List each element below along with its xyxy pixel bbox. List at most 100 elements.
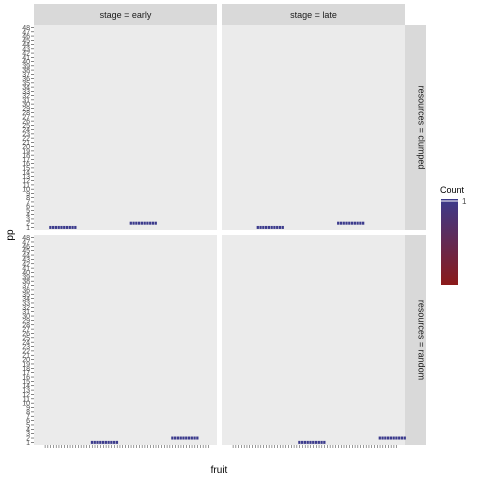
- heat-cell: [196, 436, 199, 440]
- y-tick-label: 47: [22, 239, 30, 246]
- y-tick-label: 17: [22, 370, 30, 377]
- y-tick-label: 3: [26, 431, 30, 438]
- y-tick-label: 38: [22, 68, 30, 75]
- heat-cell: [386, 436, 390, 440]
- y-tick-label: 35: [22, 292, 30, 299]
- heat-cell: [135, 221, 138, 225]
- heat-cell: [187, 436, 191, 440]
- y-tick-label: 12: [22, 178, 30, 185]
- heat-cell: [185, 436, 188, 440]
- y-tick-label: 35: [22, 80, 30, 87]
- y-tick-label: 46: [22, 34, 30, 41]
- heat-cell: [301, 440, 304, 444]
- heat-cell: [140, 221, 144, 225]
- y-tick-label: 18: [22, 366, 30, 373]
- y-tick-label: 14: [22, 383, 30, 390]
- heat-cell: [356, 221, 359, 225]
- y-tick-label: 2: [26, 436, 30, 443]
- y-tick-label: 36: [22, 76, 30, 83]
- y-tick-label: 45: [22, 38, 30, 45]
- y-axis-title: pp: [5, 229, 16, 241]
- y-tick-label: 24: [22, 127, 30, 134]
- heat-cell: [337, 221, 340, 225]
- y-tick-label: 7: [26, 414, 30, 421]
- y-tick-label: 9: [26, 191, 30, 198]
- y-tick-label: 41: [22, 266, 30, 273]
- y-tick-label: 42: [22, 261, 30, 268]
- y-tick-label: 17: [22, 157, 30, 164]
- y-tick-label: 8: [26, 195, 30, 202]
- y-tick-label: 39: [22, 63, 30, 70]
- heat-cell: [71, 225, 74, 229]
- heat-cell: [389, 436, 393, 440]
- heat-cell: [256, 225, 259, 229]
- y-tick-label: 19: [22, 361, 30, 368]
- y-tick-label: 46: [22, 244, 30, 251]
- heat-cell: [381, 436, 384, 440]
- y-tick-label: 38: [22, 279, 30, 286]
- heat-cell: [174, 436, 177, 440]
- heat-cell: [96, 440, 99, 444]
- heat-cell: [342, 221, 345, 225]
- heat-cell: [278, 225, 282, 229]
- y-tick-label: 27: [22, 327, 30, 334]
- y-tick-label: 48: [22, 25, 30, 32]
- heat-cell: [146, 221, 149, 225]
- y-tick-label: 30: [22, 102, 30, 109]
- y-tick-label: 26: [22, 119, 30, 126]
- y-tick-label: 6: [26, 204, 30, 211]
- y-tick-label: 4: [26, 427, 30, 434]
- y-tick-label: 12: [22, 392, 30, 399]
- y-tick-label: 28: [22, 322, 30, 329]
- heat-cell: [63, 225, 66, 229]
- heat-cell: [339, 221, 343, 225]
- y-tick-label: 16: [22, 161, 30, 168]
- facet-strip-row-2: [405, 235, 426, 445]
- heat-cell: [403, 436, 406, 440]
- y-tick-label: 10: [22, 401, 30, 408]
- heat-cell: [49, 225, 52, 229]
- heat-cell: [264, 225, 268, 229]
- heat-cell: [359, 221, 362, 225]
- y-tick-label: 21: [22, 140, 30, 147]
- y-tick-label: 21: [22, 353, 30, 360]
- panel-1: 1234567891011121314151617181920212223242…: [22, 25, 217, 232]
- y-tick-label: 32: [22, 93, 30, 100]
- heat-cell: [110, 440, 113, 444]
- heat-cell: [259, 225, 262, 229]
- heat-cell: [378, 436, 381, 440]
- heat-cell: [314, 440, 318, 444]
- y-tick-label: 45: [22, 248, 30, 255]
- y-tick-label: 23: [22, 344, 30, 351]
- y-tick-label: 44: [22, 253, 30, 260]
- y-tick-label: 11: [23, 182, 30, 189]
- y-tick-label: 33: [22, 89, 30, 96]
- y-tick-label: 25: [22, 335, 30, 342]
- y-tick-label: 42: [22, 51, 30, 58]
- x-axis-title: fruit: [211, 465, 228, 476]
- panel-background: [34, 25, 217, 230]
- y-tick-label: 31: [22, 97, 30, 104]
- heat-cell: [345, 221, 348, 225]
- y-tick-label: 11: [23, 396, 30, 403]
- heat-cell: [104, 440, 107, 444]
- heat-cell: [107, 440, 110, 444]
- y-tick-label: 20: [22, 144, 30, 151]
- y-tick-label: 22: [22, 136, 30, 143]
- y-tick-label: 27: [22, 114, 30, 121]
- heat-cell: [270, 225, 273, 229]
- heat-cell: [137, 221, 141, 225]
- heat-cell: [151, 221, 155, 225]
- heat-cell: [320, 440, 323, 444]
- y-tick-label: 1: [26, 225, 30, 232]
- heat-cell: [298, 440, 301, 444]
- heat-cell: [400, 436, 404, 440]
- y-tick-label: 26: [22, 331, 30, 338]
- y-tick-label: 15: [22, 379, 30, 386]
- y-tick-label: 33: [22, 300, 30, 307]
- heat-cell: [143, 221, 146, 225]
- heat-cell: [350, 221, 354, 225]
- y-tick-label: 25: [22, 123, 30, 130]
- y-tick-label: 14: [22, 170, 30, 177]
